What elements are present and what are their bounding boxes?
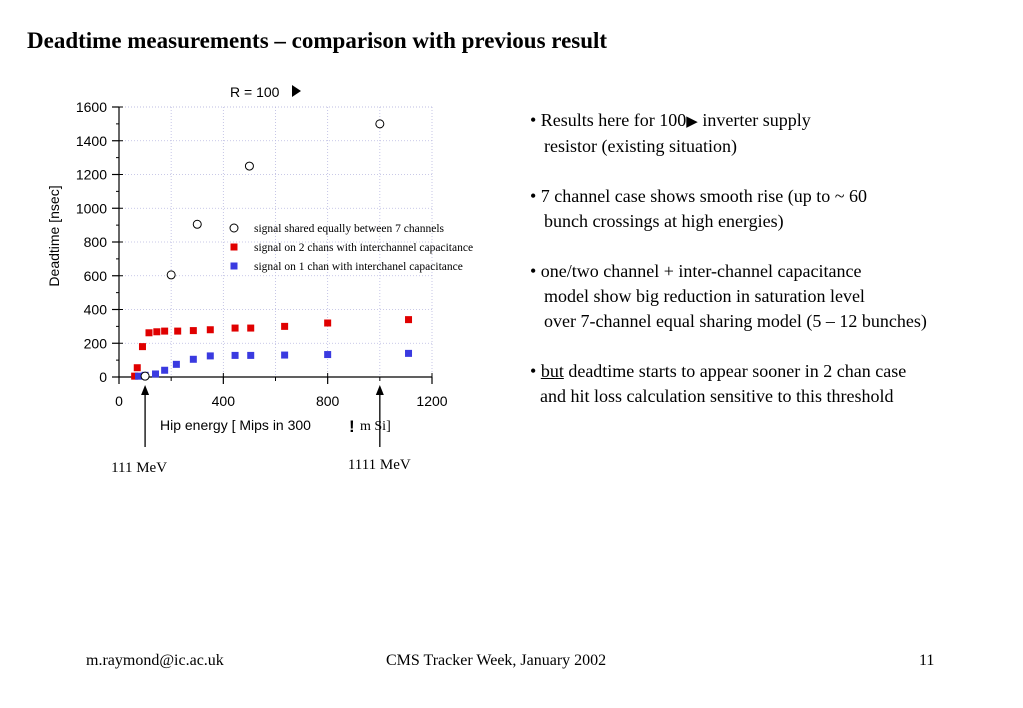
y-tick-label: 1400 [76, 133, 107, 149]
legend-marker [230, 262, 238, 270]
y-tick-label: 1600 [76, 99, 107, 115]
bullet-seven-channel: • 7 channel case shows smooth rise (up t… [530, 184, 1010, 234]
bullet-text: resistor (existing situation) [544, 136, 737, 156]
data-point [206, 352, 214, 360]
data-point [244, 161, 254, 171]
data-point [161, 366, 169, 374]
data-point [405, 316, 413, 324]
footer-event: CMS Tracker Week, January 2002 [386, 652, 607, 669]
bullet-list: • Results here for 100▶ inverter supply … [530, 108, 1010, 434]
data-point [138, 343, 146, 351]
bullet-capacitance-model: • one/two channel + inter-channel capaci… [530, 259, 1010, 334]
data-point [131, 372, 139, 380]
data-point [145, 329, 153, 337]
data-point [281, 322, 289, 330]
data-point [206, 326, 214, 334]
bullet-emphasis: but [540, 361, 564, 381]
y-tick-label: 1000 [76, 200, 107, 216]
x-tick-label: 1200 [416, 393, 447, 409]
mu-glyph-icon: ! [349, 417, 355, 436]
annotation-label: 1111 MeV [348, 457, 411, 473]
data-point [133, 364, 141, 372]
y-tick-label: 800 [84, 234, 108, 250]
legend-marker [229, 223, 239, 233]
data-point [166, 270, 176, 280]
bullet-deadtime-threshold: • but deadtime starts to appear sooner i… [530, 359, 1010, 409]
data-point [172, 360, 180, 368]
chart-title: R = 100 [230, 84, 280, 100]
bullet-text: • [530, 361, 541, 381]
x-tick-label: 0 [115, 393, 123, 409]
data-point [231, 324, 239, 332]
y-tick-label: 0 [99, 369, 107, 385]
omega-glyph-icon: ▶ [686, 112, 698, 130]
data-point [405, 349, 413, 357]
data-point [153, 328, 161, 336]
legend-marker [230, 243, 238, 251]
bullet-text: model show big reduction in saturation l… [544, 286, 865, 306]
annotation-label: 111 MeV [111, 460, 167, 476]
legend-label: signal on 1 chan with interchanel capaci… [254, 261, 463, 273]
footer-email: m.raymond@ic.ac.uk [86, 652, 224, 669]
data-point [324, 319, 332, 327]
data-point [375, 119, 385, 129]
x-tick-label: 400 [212, 393, 236, 409]
data-point [247, 324, 255, 332]
data-point [140, 371, 150, 381]
bullet-text: • 7 channel case shows smooth rise (up t… [530, 186, 867, 206]
data-point [161, 327, 169, 335]
page-title: Deadtime measurements – comparison with … [27, 28, 608, 53]
data-point [189, 327, 197, 335]
footer-page-number: 11 [919, 652, 935, 669]
bullet-text: deadtime starts to appear sooner in 2 ch… [563, 361, 907, 381]
data-point [247, 351, 255, 359]
legend-label: signal shared equally between 7 channels [254, 223, 445, 235]
y-tick-label: 200 [84, 335, 108, 351]
bullet-text: inverter supply [697, 110, 811, 130]
data-point [192, 219, 202, 229]
data-point [324, 351, 332, 359]
bullet-text: • Results here for 100 [530, 110, 687, 130]
bullet-text: bunch crossings at high energies) [544, 211, 784, 231]
omega-glyph-icon [292, 85, 301, 97]
data-point [189, 355, 197, 363]
y-tick-label: 400 [84, 302, 108, 318]
bullet-text: • one/two channel + inter-channel capaci… [530, 261, 862, 281]
data-point [281, 351, 289, 359]
arrow-head-icon [375, 385, 384, 395]
y-axis-label: Deadtime [nsec] [46, 185, 62, 286]
x-axis-label: Hip energy [ Mips in 300 [160, 417, 311, 433]
data-point [135, 372, 143, 380]
bullet-text: and hit loss calculation sensitive to th… [540, 386, 894, 406]
data-point [231, 351, 239, 359]
bullet-supply-resistor: • Results here for 100▶ inverter supply … [530, 108, 1010, 159]
x-axis-label-unit: m Si] [360, 419, 391, 434]
bullet-text: over 7-channel equal sharing model (5 – … [544, 311, 927, 331]
data-point [174, 327, 182, 335]
arrow-head-icon [141, 385, 150, 395]
legend-label: signal on 2 chans with interchannel capa… [254, 242, 473, 254]
y-tick-label: 1200 [76, 167, 107, 183]
x-tick-label: 800 [316, 393, 340, 409]
y-tick-label: 600 [84, 268, 108, 284]
data-point [152, 370, 160, 378]
